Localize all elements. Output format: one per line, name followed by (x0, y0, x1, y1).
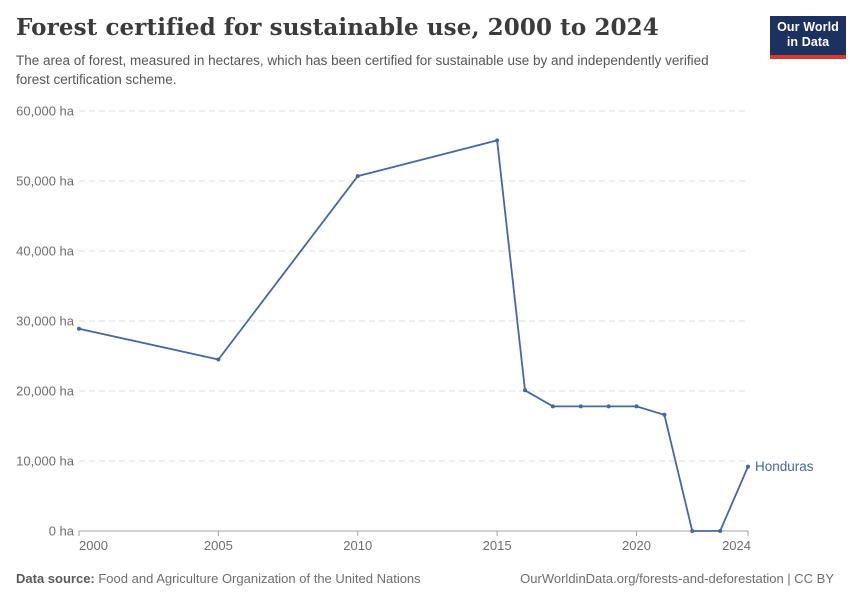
data-point[interactable] (495, 138, 500, 143)
owid-logo-line1: Our World (777, 20, 839, 34)
y-axis-tick-label: 0 ha (49, 524, 75, 539)
data-point[interactable] (550, 404, 555, 409)
y-axis-tick-label: 30,000 ha (16, 314, 75, 329)
data-point[interactable] (662, 412, 667, 417)
y-axis-tick-label: 40,000 ha (16, 244, 75, 259)
chart-footer: Data source: Food and Agriculture Organi… (16, 571, 834, 586)
y-axis-tick-label: 50,000 ha (16, 174, 75, 189)
x-axis-tick-label: 2000 (79, 538, 108, 553)
data-point[interactable] (77, 326, 81, 331)
owid-logo-line2: in Data (786, 34, 830, 49)
chart-subtitle: The area of forest, measured in hectares… (16, 53, 709, 87)
data-point[interactable] (523, 388, 527, 393)
data-source-label: Data source: (16, 571, 95, 586)
x-axis-tick-label: 2005 (204, 538, 233, 553)
data-line-honduras[interactable] (78, 139, 749, 532)
data-point[interactable] (634, 404, 639, 409)
x-axis-tick-label: 2015 (483, 538, 512, 553)
y-axis-tick-label: 10,000 ha (16, 454, 75, 469)
y-axis-tick-label: 20,000 ha (16, 384, 75, 399)
data-source-text: Data source: Food and Agriculture Organi… (16, 571, 421, 586)
x-axis-tick-label: 2024 (722, 538, 751, 553)
data-point[interactable] (216, 357, 221, 362)
chart-title: Forest certified for sustainable use, 20… (16, 14, 659, 41)
data-point[interactable] (355, 174, 360, 179)
owid-logo[interactable]: Our World in Data (770, 16, 846, 59)
data-point[interactable] (746, 464, 750, 469)
y-axis-tick-label: 60,000 ha (16, 104, 75, 119)
x-axis-tick-label: 2010 (343, 538, 372, 553)
x-axis-tick-label: 2020 (622, 538, 651, 553)
data-point[interactable] (578, 404, 583, 409)
data-point[interactable] (690, 529, 695, 533)
credit-link[interactable]: OurWorldinData.org/forests-and-deforesta… (520, 571, 834, 586)
entity-label[interactable]: Honduras (755, 459, 814, 474)
data-point[interactable] (718, 529, 723, 533)
data-point[interactable] (606, 404, 611, 409)
